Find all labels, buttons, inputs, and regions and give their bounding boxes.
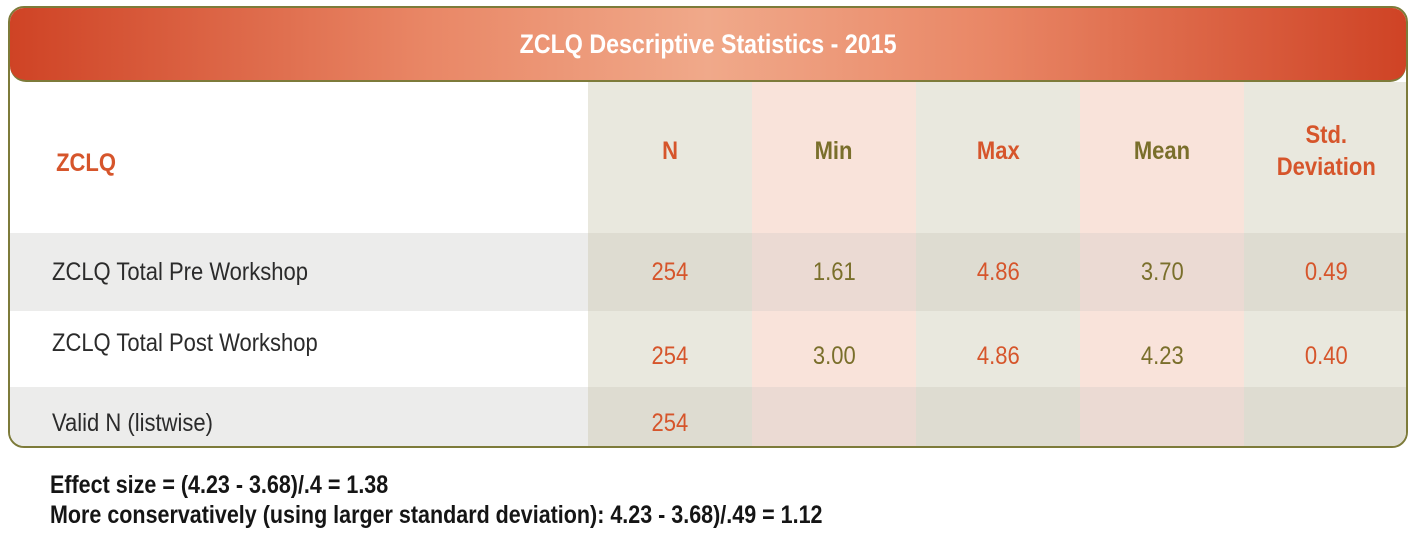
- cell-std: [1244, 387, 1406, 446]
- statistics-table: ZCLQ N Min Max Mean Std. Deviation ZCLQ T…: [10, 82, 1406, 446]
- cell-n: 254: [588, 311, 752, 387]
- conservative-effect-size-line: More conservatively (using larger standa…: [50, 501, 823, 529]
- cell-n: 254: [588, 233, 752, 311]
- effect-size-notes: Effect size = (4.23 - 3.68)/.4 = 1.38 Mo…: [50, 470, 823, 530]
- cell-mean: 4.23: [1080, 311, 1244, 387]
- cell-mean: [1080, 387, 1244, 446]
- cell-min: [752, 387, 916, 446]
- header-std-deviation: Std. Deviation: [1244, 82, 1406, 233]
- header-n: N: [588, 82, 752, 233]
- effect-size-line: Effect size = (4.23 - 3.68)/.4 = 1.38: [50, 471, 389, 499]
- cell-mean: 3.70: [1080, 233, 1244, 311]
- cell-max: [916, 387, 1080, 446]
- row-label: ZCLQ Total Post Workshop: [10, 311, 588, 387]
- cell-max: 4.86: [916, 233, 1080, 311]
- header-max: Max: [916, 82, 1080, 233]
- card-title: ZCLQ Descriptive Statistics - 2015: [519, 28, 897, 59]
- table-row: Valid N (listwise) 254: [10, 387, 1406, 446]
- cell-std: 0.40: [1244, 311, 1406, 387]
- header-zclq: ZCLQ: [10, 82, 588, 233]
- row-label: Valid N (listwise): [10, 387, 588, 446]
- row-label: ZCLQ Total Pre Workshop: [10, 233, 588, 311]
- header-mean: Mean: [1080, 82, 1244, 233]
- table-row: ZCLQ Total Pre Workshop 254 1.61 4.86 3.…: [10, 233, 1406, 311]
- card-header: ZCLQ Descriptive Statistics - 2015: [10, 8, 1406, 82]
- header-min: Min: [752, 82, 916, 233]
- table-row: ZCLQ Total Post Workshop 254 3.00 4.86 4…: [10, 311, 1406, 387]
- cell-min: 3.00: [752, 311, 916, 387]
- table-header-row: ZCLQ N Min Max Mean Std. Deviation: [10, 82, 1406, 233]
- cell-n: 254: [588, 387, 752, 446]
- statistics-card: ZCLQ Descriptive Statistics - 2015 ZCLQ …: [8, 6, 1408, 448]
- cell-max: 4.86: [916, 311, 1080, 387]
- cell-std: 0.49: [1244, 233, 1406, 311]
- cell-min: 1.61: [752, 233, 916, 311]
